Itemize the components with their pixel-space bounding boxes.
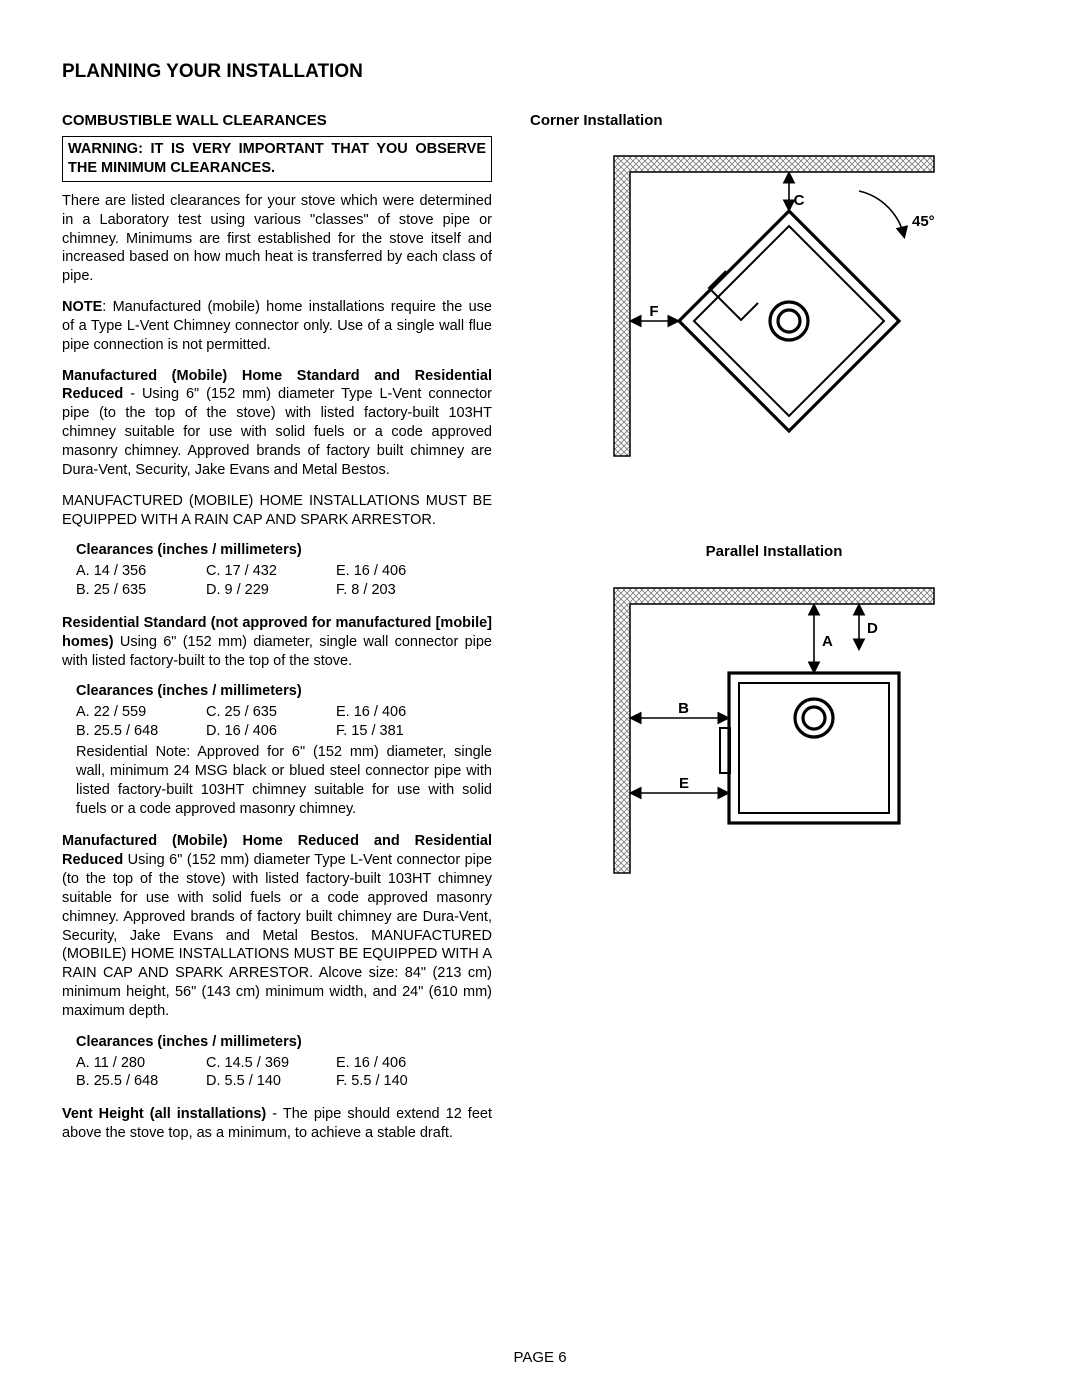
corner-install-figure: C 45° F: [530, 146, 1018, 482]
clr-f3: F. 5.5 / 140: [336, 1072, 466, 1091]
clr-c3: C. 14.5 / 369: [206, 1054, 336, 1073]
clr-a2: A. 22 / 559: [76, 703, 206, 722]
residential-standard-paragraph: Residential Standard (not approved for m…: [62, 614, 492, 671]
combustible-heading: COMBUSTIBLE WALL CLEARANCES: [62, 111, 492, 131]
clr-e2: E. 16 / 406: [336, 703, 466, 722]
clr-f: F. 8 / 203: [336, 581, 466, 600]
clr-f2: F. 15 / 381: [336, 722, 466, 741]
page-title: PLANNING YOUR INSTALLATION: [62, 60, 1018, 85]
parallel-install-figure: A D B E: [530, 578, 1018, 894]
residential-standard-rest: Using 6" (152 mm) diameter, single wall …: [62, 634, 492, 669]
page: PLANNING YOUR INSTALLATION COMBUSTIBLE W…: [0, 0, 1080, 1397]
clr-c2: C. 25 / 635: [206, 703, 336, 722]
intro-paragraph: There are listed clearances for your sto…: [62, 192, 492, 286]
clearances-heading-2: Clearances (inches / millimeters): [76, 682, 492, 701]
mobile-reduced-paragraph: Manufactured (Mobile) Home Reduced and R…: [62, 832, 492, 1020]
label-e: E: [679, 775, 689, 792]
clr-e3: E. 16 / 406: [336, 1054, 466, 1073]
corner-diagram-svg: C 45° F: [594, 146, 954, 476]
note-label: NOTE: [62, 299, 102, 315]
residential-note: Residential Note: Approved for 6" (152 m…: [76, 743, 492, 818]
warning-box: WARNING: IT IS VERY IMPORTANT THAT YOU O…: [62, 136, 492, 182]
label-f: F: [649, 303, 658, 320]
clearances-heading-1: Clearances (inches / millimeters): [76, 541, 492, 560]
label-c: C: [794, 192, 805, 209]
clr-d2: D. 16 / 406: [206, 722, 336, 741]
vent-height-bold: Vent Height (all installations): [62, 1106, 266, 1122]
label-a: A: [822, 633, 833, 650]
clr-a3: A. 11 / 280: [76, 1054, 206, 1073]
clr-b: B. 25 / 635: [76, 581, 206, 600]
parallel-diagram-svg: A D B E: [594, 578, 954, 888]
vent-height-paragraph: Vent Height (all installations) - The pi…: [62, 1105, 492, 1143]
clr-b2: B. 25.5 / 648: [76, 722, 206, 741]
mobile-standard-rest: - Using 6" (152 mm) diameter Type L-Vent…: [62, 386, 492, 477]
two-column-layout: COMBUSTIBLE WALL CLEARANCES WARNING: IT …: [62, 111, 1018, 1155]
label-d: D: [867, 620, 878, 637]
label-45: 45°: [912, 213, 935, 230]
clearances-heading-3: Clearances (inches / millimeters): [76, 1033, 492, 1052]
mobile-standard-paragraph: Manufactured (Mobile) Home Standard and …: [62, 367, 492, 480]
clr-e: E. 16 / 406: [336, 562, 466, 581]
raincap-paragraph: MANUFACTURED (MOBILE) HOME INSTALLATIONS…: [62, 492, 492, 530]
clr-b3: B. 25.5 / 648: [76, 1072, 206, 1091]
page-number: PAGE 6: [0, 1348, 1080, 1368]
clr-d3: D. 5.5 / 140: [206, 1072, 336, 1091]
clr-a: A. 14 / 356: [76, 562, 206, 581]
note-text: : Manufactured (mobile) home installatio…: [62, 299, 492, 353]
parallel-install-title: Parallel Installation: [530, 542, 1018, 562]
label-b: B: [678, 700, 689, 717]
clr-d: D. 9 / 229: [206, 581, 336, 600]
mobile-reduced-rest: Using 6" (152 mm) diameter Type L-Vent c…: [62, 852, 492, 1019]
clr-c: C. 17 / 432: [206, 562, 336, 581]
corner-install-title: Corner Installation: [530, 111, 1018, 131]
note-paragraph: NOTE: Manufactured (mobile) home install…: [62, 298, 492, 355]
clearance-set-3: A. 11 / 280 C. 14.5 / 369 E. 16 / 406 B.…: [76, 1054, 492, 1092]
clearance-set-2: A. 22 / 559 C. 25 / 635 E. 16 / 406 B. 2…: [76, 703, 492, 741]
clearance-set-1: A. 14 / 356 C. 17 / 432 E. 16 / 406 B. 2…: [76, 562, 492, 600]
right-column: Corner Installation: [530, 111, 1018, 1155]
left-column: COMBUSTIBLE WALL CLEARANCES WARNING: IT …: [62, 111, 492, 1155]
